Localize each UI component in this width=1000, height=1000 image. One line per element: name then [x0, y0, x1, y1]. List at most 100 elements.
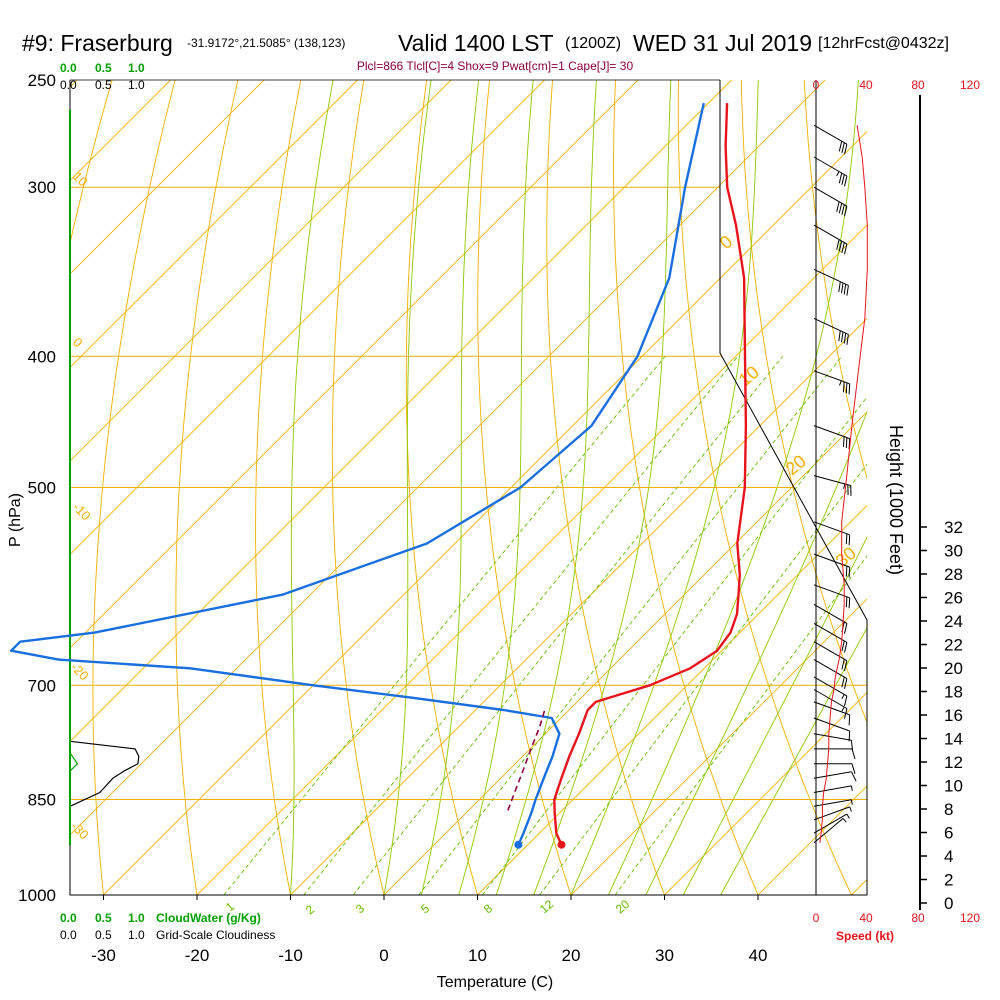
wind-barb-flag [850, 771, 857, 782]
wind-barb-half-flag [841, 706, 845, 712]
temperature-tick-label: -30 [91, 946, 116, 965]
moist-adiabat-line [607, 80, 859, 895]
isotherm-line [70, 80, 358, 369]
wind-barb-shaft [813, 813, 848, 834]
wind-barb-flag [841, 676, 845, 688]
isotherm-line [477, 504, 867, 895]
wind-barb-shaft [813, 224, 848, 245]
dry-adiabat-line [613, 80, 759, 895]
wind-barb-flag [841, 204, 845, 215]
wind-barb-flag [844, 660, 848, 672]
height-tick-label: 26 [944, 589, 963, 608]
forecast-info: [12hrFcst@0432z] [818, 35, 949, 52]
dry-adiabat-line [92, 80, 176, 895]
height-tick-label: 24 [944, 612, 963, 631]
height-axis-title: Height (1000 Feet) [886, 425, 906, 575]
temperature-tick-label: -10 [278, 946, 303, 965]
wind-barb-shaft [813, 156, 848, 177]
wind-barb-flag [844, 623, 848, 634]
wind-barb-flag [841, 174, 845, 185]
mixing-ratio-label: 5 [418, 901, 432, 916]
parcel-info: Plcl=866 Tlcl[C]=4 Shox=9 Pwat[cm]=1 Cap… [357, 59, 634, 73]
wind-panel [813, 80, 921, 910]
top-cloudwater-tick-2: 1.0 [128, 61, 145, 75]
mixing-ratio-line [614, 555, 867, 895]
wind-barb-shaft [813, 701, 850, 716]
wind-barb-shaft [813, 124, 848, 145]
wind-barb-half-flag [850, 785, 853, 791]
wind-barb-flag [838, 203, 843, 214]
moist-adiabat-line [645, 410, 867, 895]
wind-barb-flag [838, 172, 843, 184]
isotherm-line [945, 80, 1000, 895]
valid-time: Valid 1400 LST [398, 30, 554, 56]
surface-temperature-marker [557, 840, 566, 849]
bottom-cloud-scale: 0.0 0.5 1.0 CloudWater (g/Kg) 0.0 0.5 1.… [60, 911, 275, 942]
moist-adiabat-line [682, 536, 867, 895]
wind-barb-flag [848, 714, 851, 726]
surface-dewpoint-marker [514, 840, 523, 849]
wind-barb-flag [841, 242, 845, 253]
dry-adiabat-line [255, 80, 302, 895]
cloudiness-label: Grid-Scale Cloudiness [156, 928, 275, 942]
wind-barb-flag [844, 695, 848, 707]
top-cloud-scale: 0.0 0.5 1.0 0.0 0.5 1.0 [60, 61, 145, 92]
wind-barb-flag [843, 284, 847, 295]
height-tick-label: 14 [944, 730, 963, 749]
speed-bottom-tick-label: 40 [859, 911, 873, 925]
speed-axis-title: Speed (kt) [836, 929, 894, 943]
wind-barb-shaft [813, 659, 848, 680]
isotherm-line [70, 80, 452, 462]
wind-barb-half-flag [839, 380, 842, 386]
dry-adiabat-line [993, 80, 1000, 895]
valid-date: WED 31 Jul 2019 [633, 30, 812, 56]
bottom-cloudiness-tick-0: 0.0 [60, 928, 77, 942]
wind-barb-flag [844, 206, 848, 217]
pressure-tick-label: 300 [28, 178, 56, 197]
mixing-ratio-label: 12 [537, 897, 556, 917]
wind-barb-shaft [813, 799, 852, 807]
height-tick-label: 12 [944, 753, 963, 772]
wind-barb-half-flag [843, 483, 846, 489]
wind-barb-flag [843, 333, 847, 344]
wind-barb-half-flag [836, 171, 840, 177]
dewpoint-line [9, 102, 705, 846]
wind-barb-half-flag [846, 813, 850, 819]
wind-barb-shaft [813, 425, 850, 440]
speed-top-tick-label: 40 [859, 78, 873, 92]
wind-barb-flag [844, 175, 848, 187]
parcel-trace-line [507, 709, 546, 811]
wind-barb-flag [838, 330, 841, 342]
height-tick-label: 8 [944, 800, 953, 819]
isotherm-line [851, 878, 867, 895]
moist-adiabat-lines [290, 80, 867, 895]
wind-barb-flag [843, 436, 845, 447]
wind-barb-flag [845, 437, 848, 449]
mixing-ratio-label: 20 [613, 897, 632, 917]
moist-adiabat-line [420, 80, 480, 895]
pressure-tick-label: 500 [28, 479, 56, 498]
dry-adiabat-line [405, 80, 478, 895]
wind-barb-flag [851, 748, 856, 760]
wind-barb-flag [846, 285, 849, 296]
height-tick-label: 0 [944, 894, 953, 913]
wind-barb-half-flag [842, 818, 847, 823]
wind-barb-flag [836, 239, 840, 250]
wind-barb-shaft [813, 771, 852, 779]
wind-barb-shaft [813, 806, 850, 821]
wind-barb-flag [848, 597, 851, 609]
cloudiness-profile [69, 110, 140, 845]
isotherm-label: 0 [70, 335, 86, 351]
wind-barb-half-flag [849, 806, 852, 812]
speed-top-tick-label: 0 [813, 78, 820, 92]
mixing-ratio-label: 8 [481, 901, 495, 916]
mixing-ratio-line [352, 356, 784, 895]
wind-speed-line [819, 125, 868, 843]
wind-barb-half-flag [841, 694, 845, 699]
pressure-tick-label: 850 [28, 791, 56, 810]
isotherm-line [70, 80, 265, 275]
wind-barb-shaft [813, 186, 848, 207]
wind-barb-flag [851, 763, 856, 774]
mixing-ratio-line [223, 356, 666, 895]
